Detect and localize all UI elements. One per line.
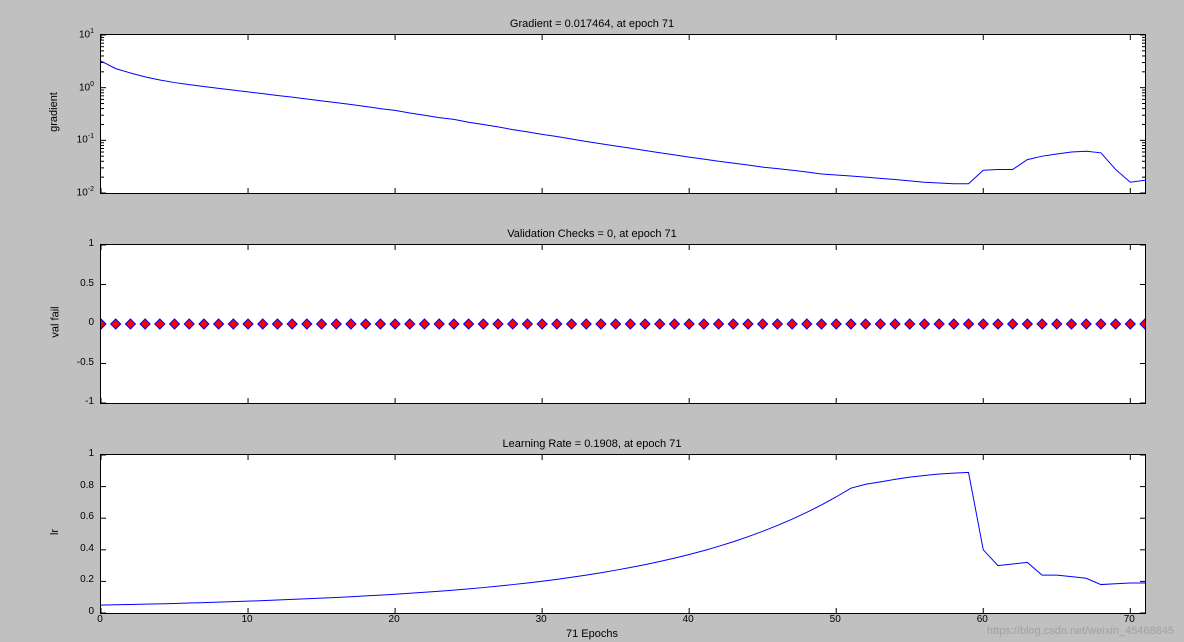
ytick: 0.8 (60, 480, 94, 491)
ytick: 0.2 (60, 574, 94, 585)
ytick: 1 (60, 238, 94, 249)
xtick: 50 (820, 614, 850, 625)
ytick: 0.4 (60, 543, 94, 554)
gradient-ylabel: gradient (48, 92, 60, 132)
ytick: 10-2 (60, 186, 94, 198)
lr-ylabel: lr (49, 529, 61, 535)
xtick: 30 (526, 614, 556, 625)
gradient-title: Gradient = 0.017464, at epoch 71 (0, 18, 1184, 30)
ytick: -0.5 (60, 357, 94, 368)
ytick: 0.5 (60, 278, 94, 289)
xtick: 70 (1114, 614, 1144, 625)
lr-plot (100, 454, 1146, 614)
watermark: https://blog.csdn.net/weixin_45468845 (987, 625, 1174, 637)
ytick: 0 (60, 317, 94, 328)
valfail-plot (100, 244, 1146, 404)
xtick: 10 (232, 614, 262, 625)
ytick: 101 (60, 28, 94, 40)
ytick: 0.6 (60, 511, 94, 522)
xtick: 20 (379, 614, 409, 625)
xtick: 40 (673, 614, 703, 625)
ytick: 1 (60, 448, 94, 459)
gradient-plot (100, 34, 1146, 194)
valfail-title: Validation Checks = 0, at epoch 71 (0, 228, 1184, 240)
lr-title: Learning Rate = 0.1908, at epoch 71 (0, 438, 1184, 450)
xtick: 0 (85, 614, 115, 625)
ytick: 10-1 (60, 133, 94, 145)
xtick: 60 (967, 614, 997, 625)
ytick: 100 (60, 81, 94, 93)
ytick: -1 (60, 396, 94, 407)
